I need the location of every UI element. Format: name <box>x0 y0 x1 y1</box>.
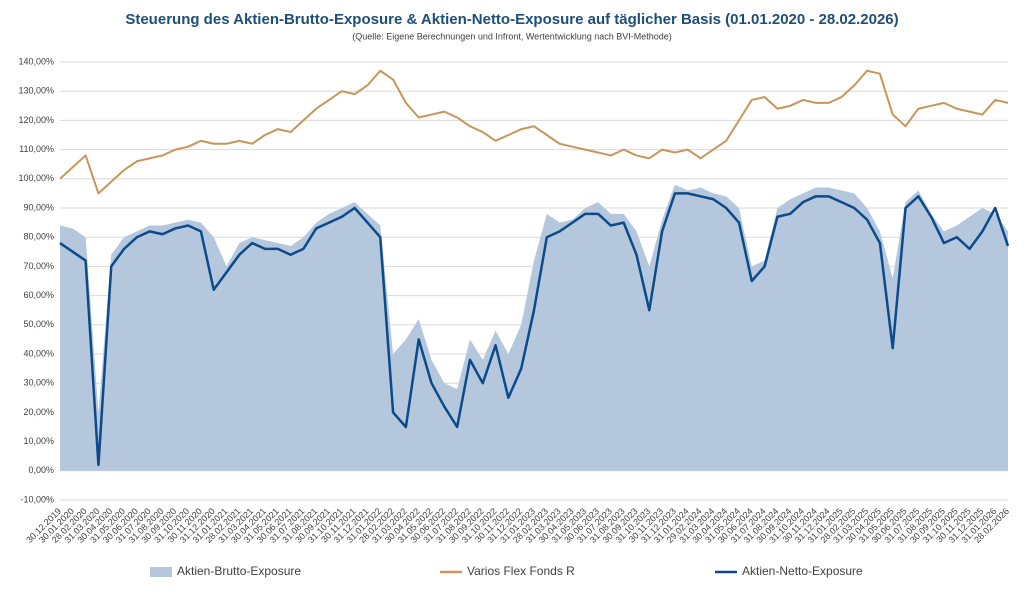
y-tick-label: 90,00% <box>23 202 54 212</box>
y-tick-label: 120,00% <box>18 115 54 125</box>
y-tick-label: 60,00% <box>23 290 54 300</box>
y-tick-label: 110,00% <box>19 144 54 154</box>
legend-label: Varios Flex Fonds R <box>467 564 575 578</box>
y-tick-label: 70,00% <box>23 261 54 271</box>
legend-swatch <box>150 567 172 577</box>
y-tick-label: 20,00% <box>23 407 54 417</box>
y-tick-label: 0,00% <box>28 465 54 475</box>
y-tick-label: -10,00% <box>20 494 54 504</box>
y-tick-label: 10,00% <box>23 436 54 446</box>
y-tick-label: 140,00% <box>18 56 54 66</box>
chart-subtitle: (Quelle: Eigene Berechnungen und Infront… <box>352 31 672 41</box>
y-tick-label: 30,00% <box>23 378 54 388</box>
y-tick-label: 50,00% <box>23 319 54 329</box>
area <box>60 184 1008 471</box>
line <box>59 69 1009 195</box>
legend-label: Aktien-Brutto-Exposure <box>177 564 301 578</box>
y-tick-label: 80,00% <box>23 232 54 242</box>
legend-label: Aktien-Netto-Exposure <box>742 564 863 578</box>
chart-title: Steuerung des Aktien-Brutto-Exposure & A… <box>125 11 898 28</box>
y-tick-label: 130,00% <box>18 86 54 96</box>
line <box>59 192 1010 467</box>
y-tick-label: 100,00% <box>18 173 54 183</box>
y-tick-label: 40,00% <box>23 348 54 358</box>
